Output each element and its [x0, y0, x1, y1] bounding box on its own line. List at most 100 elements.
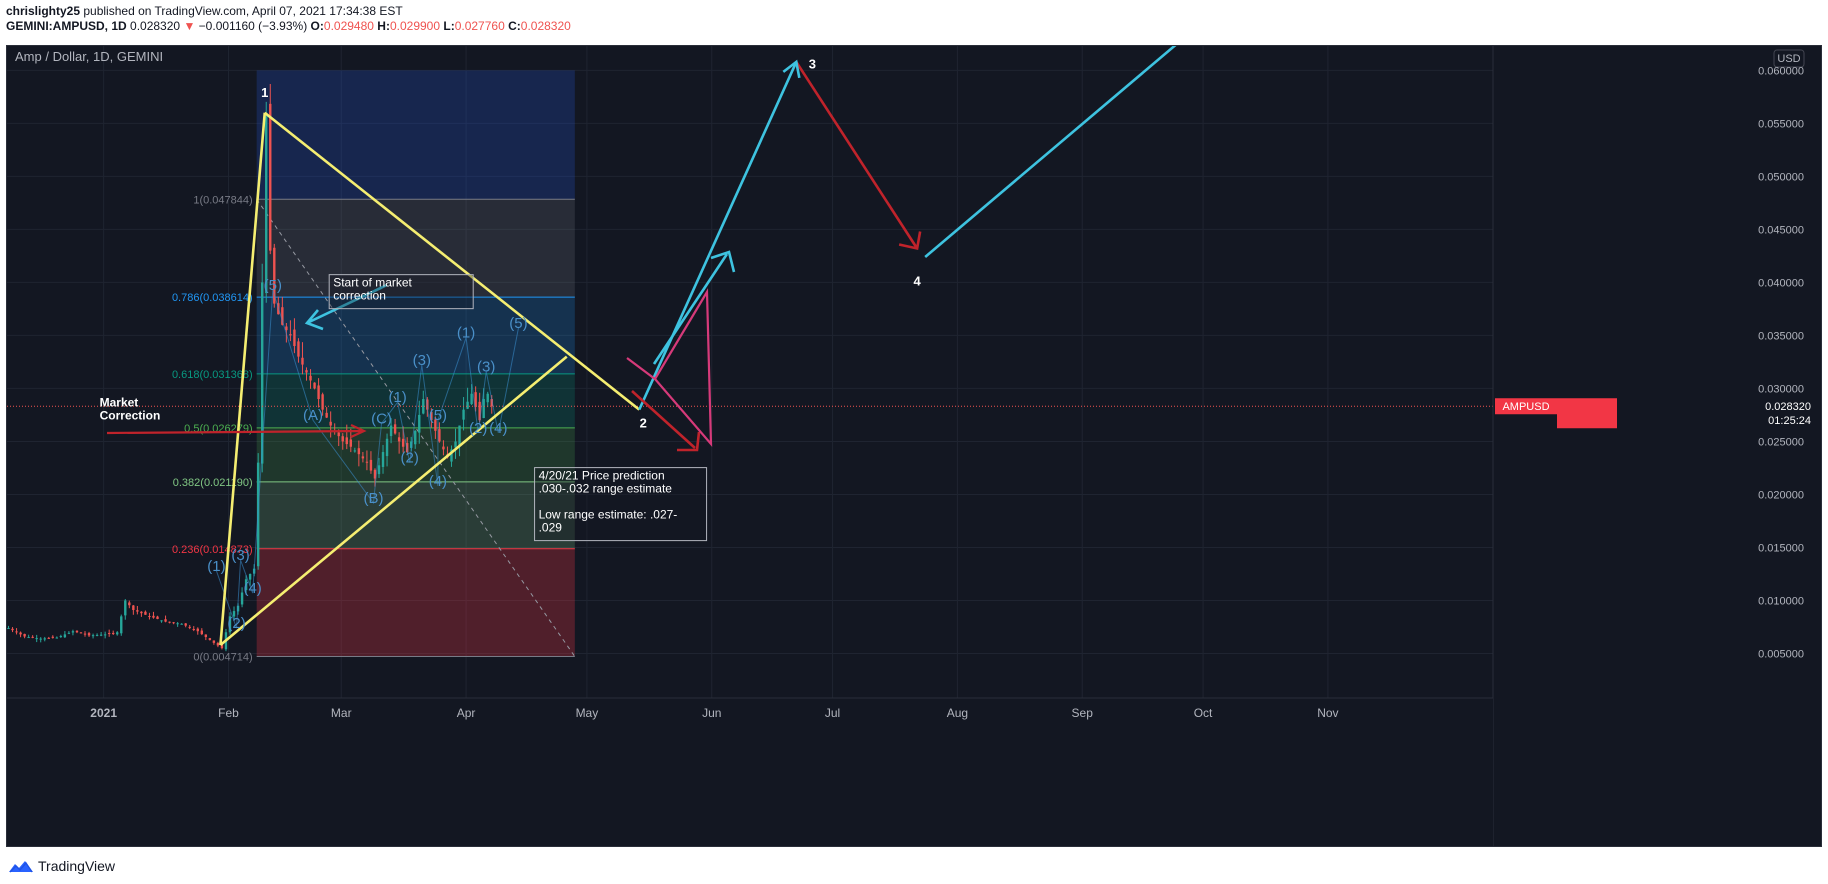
y-tick-label: 0.005000: [1758, 648, 1804, 660]
last-price-tag-value: 0.028320: [1765, 401, 1811, 413]
publish-info: published on TradingView.com, April 07, …: [80, 4, 403, 18]
fib-level-label: 0.786(0.038614): [172, 292, 253, 304]
currency-badge-label: USD: [1777, 53, 1800, 65]
wave-label-main: 3: [809, 56, 816, 71]
candle-body: [212, 640, 216, 643]
candle-body: [35, 638, 38, 640]
candle-body: [79, 632, 83, 634]
triangle-line: [219, 112, 267, 646]
candle-body: [51, 636, 54, 638]
projection-up-line: [924, 46, 1177, 258]
currency-badge: [1773, 49, 1805, 68]
candle-body: [172, 622, 175, 624]
candle-body: [228, 616, 232, 633]
candle-body: [285, 326, 288, 331]
tradingview-logo-icon[interactable]: [8, 858, 34, 876]
breakdown-arrow-icon: [631, 390, 701, 452]
candle-body: [39, 638, 42, 640]
wave-label-sub: (5): [509, 315, 527, 332]
annotation-box: [328, 274, 474, 310]
low-label: L:: [443, 19, 455, 33]
projection-up-line: [638, 61, 798, 411]
triangle-line: [263, 111, 641, 411]
wave-label-sub: (3): [413, 352, 431, 369]
x-tick-label: Jun: [702, 706, 721, 720]
wave-label-sub: (3): [477, 358, 495, 375]
candle-body: [7, 628, 10, 630]
candle-body: [208, 638, 212, 640]
candle-body: [329, 421, 332, 426]
candle-body: [160, 620, 163, 622]
candle-body: [289, 334, 292, 336]
breakout-up-arrow-icon: [652, 250, 736, 365]
candle-body: [466, 401, 469, 409]
candle-body: [200, 630, 204, 635]
price-chart[interactable]: 1(0.047844) 0.786(0.038614) 0.618(0.031368…: [7, 46, 1821, 846]
candle-body: [47, 637, 50, 639]
candle-body: [434, 419, 437, 431]
candle-body: [19, 632, 22, 635]
candle-body: [67, 632, 71, 634]
candle-body: [184, 623, 187, 626]
candle-body: [490, 399, 493, 407]
candle-body: [474, 392, 477, 407]
candle-body: [87, 633, 91, 636]
x-tick-label: Apr: [457, 706, 476, 720]
candle-body: [240, 592, 244, 605]
wave-label-main: 4: [914, 274, 922, 289]
candle-body: [353, 450, 357, 452]
candle-body: [422, 399, 425, 414]
candle-body: [43, 638, 46, 640]
candle-body: [103, 634, 107, 636]
down-arrow-icon: ▼: [183, 19, 196, 33]
annotation-text: 4/20/21 Price prediction: [539, 469, 665, 483]
candle-body: [337, 432, 340, 437]
candle-body: [95, 634, 99, 636]
candle-body: [244, 579, 248, 591]
chart-frame[interactable]: 1(0.047844) 0.786(0.038614) 0.618(0.031368…: [6, 45, 1822, 847]
wave-label-sub: (C): [371, 410, 392, 427]
wave-label-sub: (1): [457, 325, 475, 342]
price-scale-background: [1493, 46, 1821, 846]
candle-body: [23, 633, 26, 637]
y-tick-label: 0.055000: [1758, 118, 1804, 130]
candle-body: [71, 631, 75, 633]
price-change: −0.001160 (−3.93%): [198, 19, 308, 33]
candle-body: [164, 619, 167, 622]
tradingview-brand[interactable]: TradingView: [38, 858, 116, 874]
wave-label-sub: (4): [429, 473, 447, 490]
close-value: 0.028320: [520, 19, 571, 33]
candle-body: [341, 436, 344, 442]
candle-body: [349, 439, 353, 447]
author-name[interactable]: chrislighty25: [6, 4, 81, 18]
footer: TradingView: [0, 848, 1828, 884]
candle-body: [269, 103, 272, 251]
y-tick-label: 0.020000: [1758, 489, 1804, 501]
candle-body: [136, 610, 139, 612]
x-tick-label: May: [576, 706, 599, 720]
wave-label-sub: (A): [303, 407, 323, 424]
candle-body: [385, 438, 389, 457]
wave-label-sub: (B): [363, 490, 383, 507]
fib-zone: [256, 297, 575, 374]
candle-body: [15, 631, 18, 633]
candle-body: [148, 616, 151, 618]
candle-body: [176, 623, 179, 625]
wave-label-sub: (2): [469, 420, 487, 437]
candle-body: [325, 412, 328, 418]
triangle-line: [219, 355, 568, 646]
candle-body: [128, 602, 131, 606]
y-tick-label: 0.025000: [1758, 436, 1804, 448]
fib-trend-line: [256, 198, 576, 657]
candle-body: [273, 247, 276, 304]
fib-level-label: 0.618(0.031368): [172, 369, 253, 381]
candle-body: [309, 375, 312, 381]
symbol-label: GEMINI:AMPUSD, 1D: [6, 19, 127, 33]
elliott-wave-path: [215, 289, 519, 629]
last-price-tag: [1557, 398, 1617, 429]
fib-level-label: 1(0.047844): [193, 194, 252, 206]
fib-zone: [256, 548, 575, 657]
candle-body: [369, 459, 373, 471]
candle-body: [196, 628, 199, 632]
candle-body: [116, 632, 119, 635]
